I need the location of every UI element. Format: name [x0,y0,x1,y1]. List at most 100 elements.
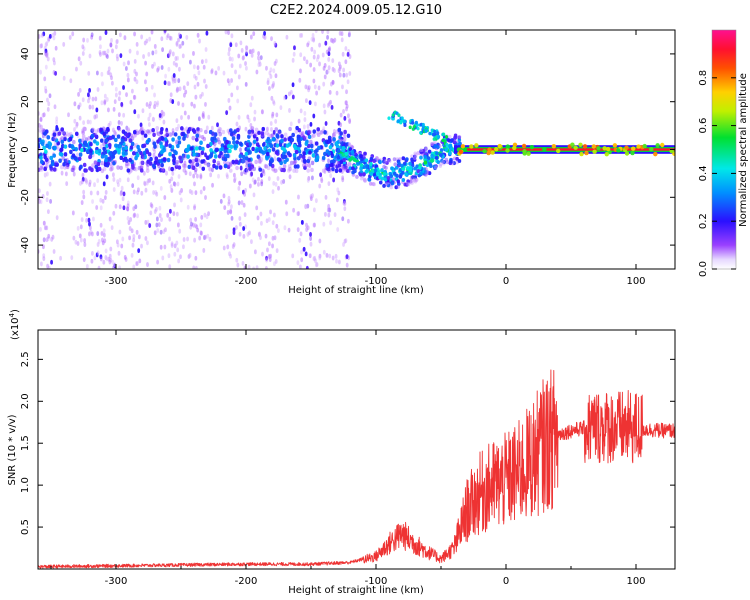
spectrogram-cell [39,155,43,160]
spectrogram-cell [99,205,103,211]
spectrogram-cell [314,198,318,204]
spectrogram-cell [88,154,92,160]
spectrogram-cell [229,144,234,149]
spectrogram-cell [165,132,169,138]
spectrogram-cell [76,226,80,231]
spectrogram-cell [38,199,41,204]
snr-x-tick-label: -200 [235,576,258,587]
spectrogram-cell [170,36,173,41]
spectrogram-cell [78,138,82,143]
spectrogram-cell [83,242,87,247]
spectrogram-cell [272,81,275,86]
spectrogram-cell [96,231,100,236]
spectrogram-cell [140,126,144,132]
spectrogram-cell [171,137,175,142]
spectrogram-cell [149,202,153,208]
spectrogram-cell [112,161,116,166]
spectrogram-cell [282,179,286,184]
spectrogram-cell [160,126,164,132]
spectrogram-cell [96,161,101,167]
spectrogram-cell [191,135,196,141]
spectrogram-cell [314,141,319,146]
spectrogram-cell [88,119,92,125]
spectrogram-cell [342,108,345,114]
spectrogram-cell [177,174,181,179]
spectrogram-cell [330,81,333,87]
spectrogram-cell [201,91,204,97]
spectrogram-cell [192,222,195,228]
spectrogram-cell [283,132,288,137]
spectrogram-cell [233,129,237,134]
spectrogram-cell [107,122,111,128]
spectrogram-cell [239,147,242,153]
spectrogram-cell [211,182,214,188]
spectrogram-cell [85,263,89,269]
spectrogram-cell [247,134,251,139]
spectrogram-cell [142,170,146,176]
spectrogram-cell [88,104,92,110]
spectrogram-cell [151,50,155,56]
spectrogram-cell [512,145,517,151]
spectrogram-cell [258,167,263,172]
spectrogram-cell [40,141,45,147]
spectrogram-cell [73,101,77,107]
spectrogram-cell [314,258,317,264]
spectrogram-cell [49,166,54,171]
spectrogram-cell [414,152,418,157]
spectrogram-cell [427,149,432,154]
spectrogram-cell [70,255,74,261]
spectrogram-cell [390,166,394,171]
spectrogram-cell [348,157,352,162]
spectrogram-cell [570,142,575,147]
spectrogram-cell [72,165,77,171]
spectrogram-cell [264,233,268,239]
spectrogram-cell [94,134,99,140]
spectrogram-cell [82,37,86,43]
spectrogram-cell [189,126,193,132]
spectrogram-cell [82,126,86,131]
spectrogram-cell [44,52,48,58]
spectrogram-cell [195,173,199,179]
spectrogram-cell [177,135,181,141]
spectrogram-cell [368,181,373,186]
spectrogram-cell [85,218,89,223]
spectrogram-cell [128,226,132,231]
spectrogram-cell [187,114,190,120]
spectrogram-cell [176,247,180,253]
spectrogram-cell [126,206,129,212]
spectrogram-cell [104,30,108,36]
spectrogram-cell [124,145,128,151]
spectrogram-cell [103,93,107,99]
spectrogram-cell [259,159,262,164]
spectrogram-cell [108,259,112,265]
spectrogram-cell [102,166,107,172]
spectrogram-cell [193,84,197,90]
spectrogram-cell [312,129,317,134]
spectrogram-cell [272,212,276,218]
spectrogram-cell [347,142,352,147]
spectrogram-cell [291,132,295,138]
spectrogram-cell [348,119,352,124]
spectrogram-cell [305,98,308,103]
spectrogram-cell [95,205,99,210]
spectrogram-cell [229,128,233,133]
spectrogram-cell [346,133,351,138]
spectrogram-cell [107,256,111,262]
spectrogram-cell [244,49,248,54]
spectrogram-cell [293,45,296,51]
spectrogram-cell [298,264,302,269]
spectrogram-cell [257,176,260,182]
spectrogram-cell [142,54,145,59]
spectrogram-cell [194,146,199,151]
spectrogram-cell [205,125,209,131]
spectrogram-cell [444,134,449,139]
spectrogram-cell [141,135,145,141]
spectrogram-cell [112,187,116,192]
spectrogram-cell [230,33,234,39]
spectrogram-cell [79,180,82,186]
spectrogram-cell [87,217,91,223]
spectrogram-cell [55,215,59,221]
spectrogram-cell [331,38,335,44]
spectrogram-cell [151,128,155,133]
spectrogram-cell [60,170,64,176]
